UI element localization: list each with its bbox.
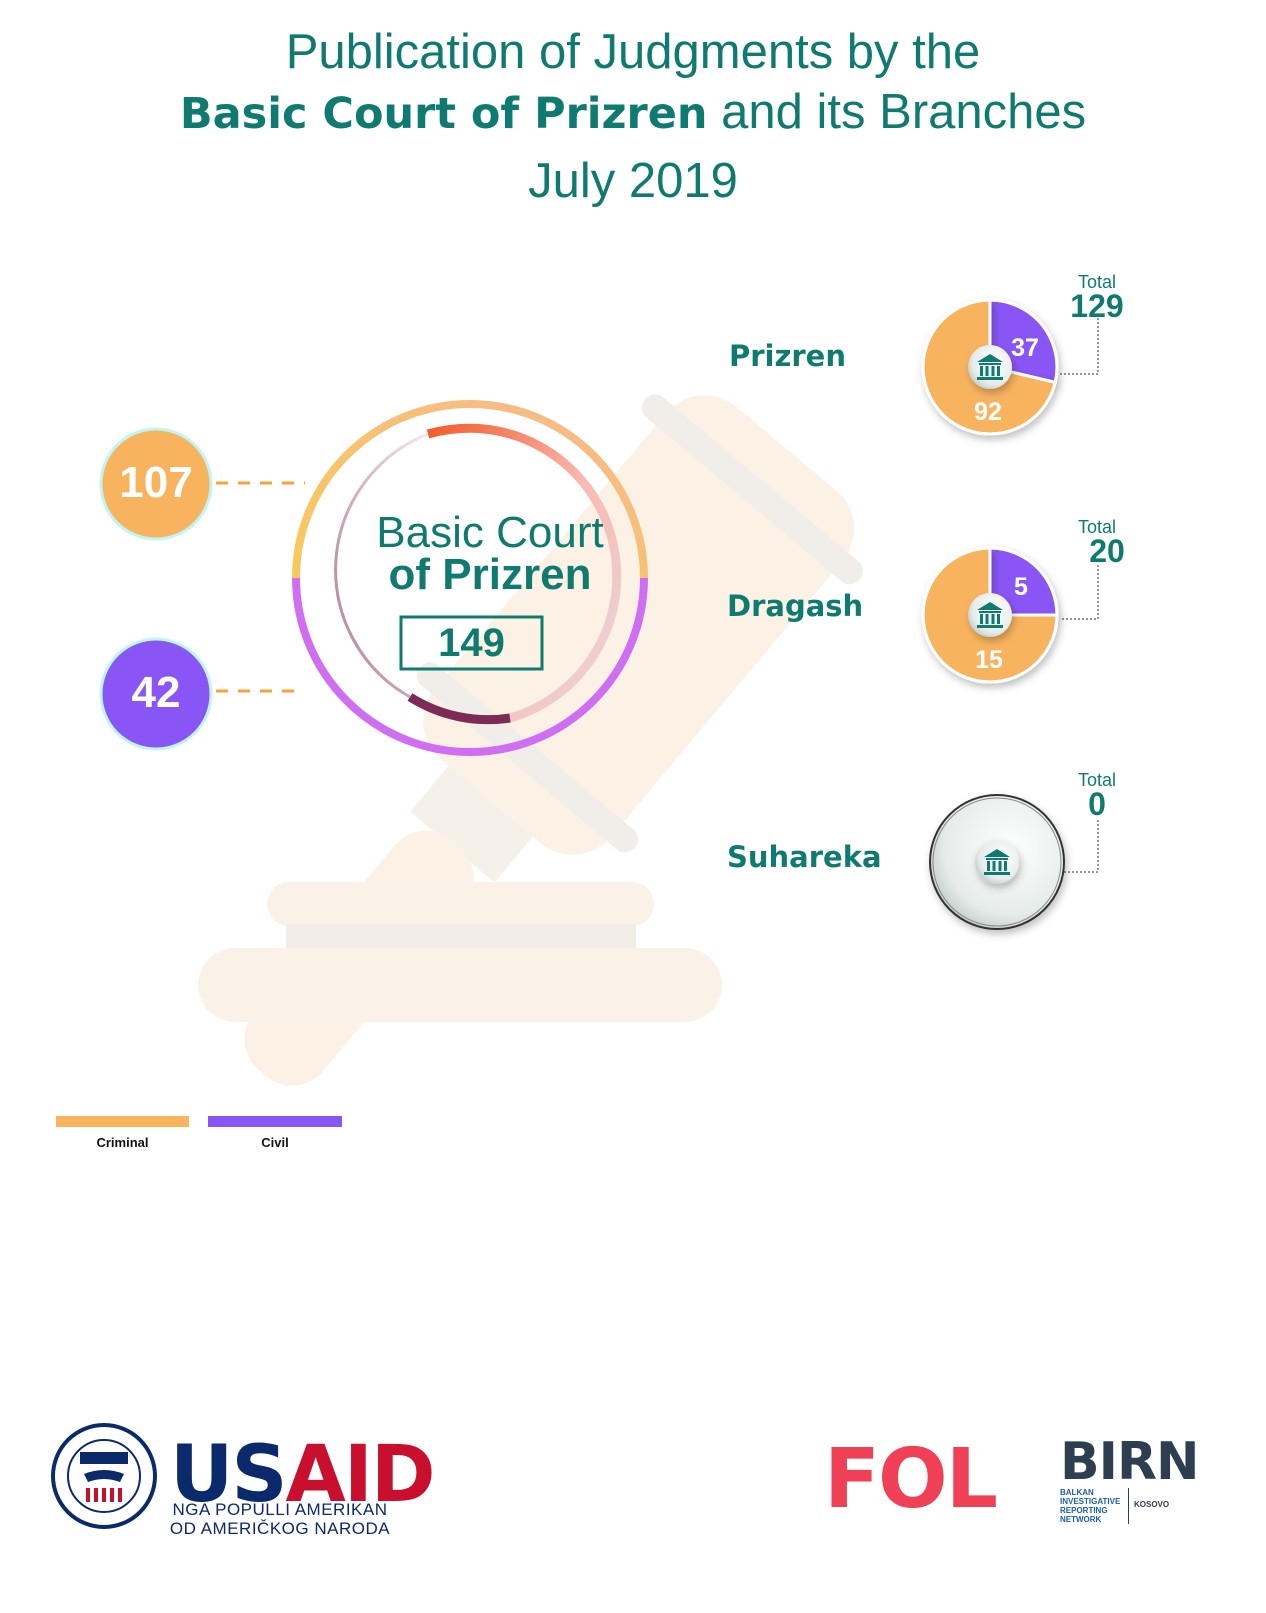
page-title: Publication of Judgments by the Basic Co… bbox=[0, 22, 1266, 218]
center-ring bbox=[292, 400, 648, 756]
legend-label-criminal: Criminal bbox=[96, 1135, 149, 1150]
title-line-1: Publication of Judgments by the bbox=[285, 25, 981, 79]
dragash-pie-rim bbox=[921, 546, 1059, 684]
birn-kosovo: KOSOVO bbox=[1134, 1500, 1170, 1509]
usaid-wordmark: USAID bbox=[170, 1430, 436, 1520]
prizren-total-connector bbox=[1058, 318, 1099, 375]
civil-total-bubble bbox=[99, 637, 213, 751]
branch-name-dragash: Dragash bbox=[727, 589, 864, 623]
title-line-2-rest: and its Branches bbox=[707, 85, 1087, 139]
title-date: July 2019 bbox=[528, 154, 738, 208]
legend-swatch-civil bbox=[208, 1116, 342, 1127]
civil-total-value: 42 bbox=[131, 668, 181, 717]
fol-logo: FOL bbox=[824, 1432, 998, 1527]
prizren-civil-value: 37 bbox=[1011, 334, 1039, 362]
title-court-name: Basic Court of Prizren bbox=[179, 89, 708, 139]
courthouse-icon bbox=[984, 849, 1010, 875]
gavel-icon bbox=[198, 394, 864, 1086]
courthouse-icon bbox=[977, 602, 1003, 628]
dragash-total-connector bbox=[1060, 565, 1099, 620]
birn-subtitle: BALKAN INVESTIGATIVE REPORTING NETWORK bbox=[1060, 1488, 1121, 1524]
birn-logo: BIRN bbox=[1060, 1432, 1200, 1492]
branch-name-suhareka: Suhareka bbox=[727, 840, 882, 874]
dragash-civil-value: 5 bbox=[1014, 573, 1028, 601]
prizren-pie-rim bbox=[921, 298, 1059, 436]
criminal-total-value: 107 bbox=[119, 458, 193, 507]
branch-total-label-dragash: Total bbox=[1077, 517, 1117, 537]
center-total-box bbox=[399, 615, 544, 671]
usaid-tagline-1: NGA POPULLI AMERIKAN bbox=[172, 1500, 388, 1519]
criminal-total-bubble bbox=[99, 427, 213, 541]
center-total-value: 149 bbox=[438, 621, 505, 665]
usaid-seal-logo bbox=[51, 1423, 157, 1529]
legend-swatch-criminal bbox=[56, 1116, 189, 1127]
dragash-criminal-value: 15 bbox=[975, 646, 1003, 674]
branch-total-label-prizren: Total bbox=[1077, 272, 1117, 292]
suhareka-empty-pie-rim bbox=[932, 797, 1062, 927]
courthouse-icon bbox=[977, 354, 1003, 380]
title-line-2: Basic Court of Prizren and its Branches bbox=[0, 82, 1266, 144]
birn-divider bbox=[1128, 1488, 1129, 1524]
suhareka-total-connector bbox=[1064, 820, 1099, 873]
prizren-criminal-value: 92 bbox=[974, 398, 1002, 426]
branch-name-prizren: Prizren bbox=[729, 339, 846, 373]
branch-pies bbox=[921, 298, 1099, 930]
suhareka-court-badge bbox=[975, 840, 1019, 884]
branch-total-prizren: 129 bbox=[1070, 288, 1124, 324]
usaid-tagline-2: OD AMERIČKOG NARODA bbox=[169, 1519, 391, 1538]
legend-label-civil: Civil bbox=[261, 1135, 289, 1150]
branch-total-suhareka: 0 bbox=[1088, 786, 1106, 822]
center-name-line-2: of Prizren bbox=[388, 550, 592, 599]
branch-total-dragash: 20 bbox=[1089, 533, 1125, 569]
center-name-line-1: Basic Court bbox=[376, 508, 604, 557]
branch-total-label-suhareka: Total bbox=[1077, 770, 1117, 790]
